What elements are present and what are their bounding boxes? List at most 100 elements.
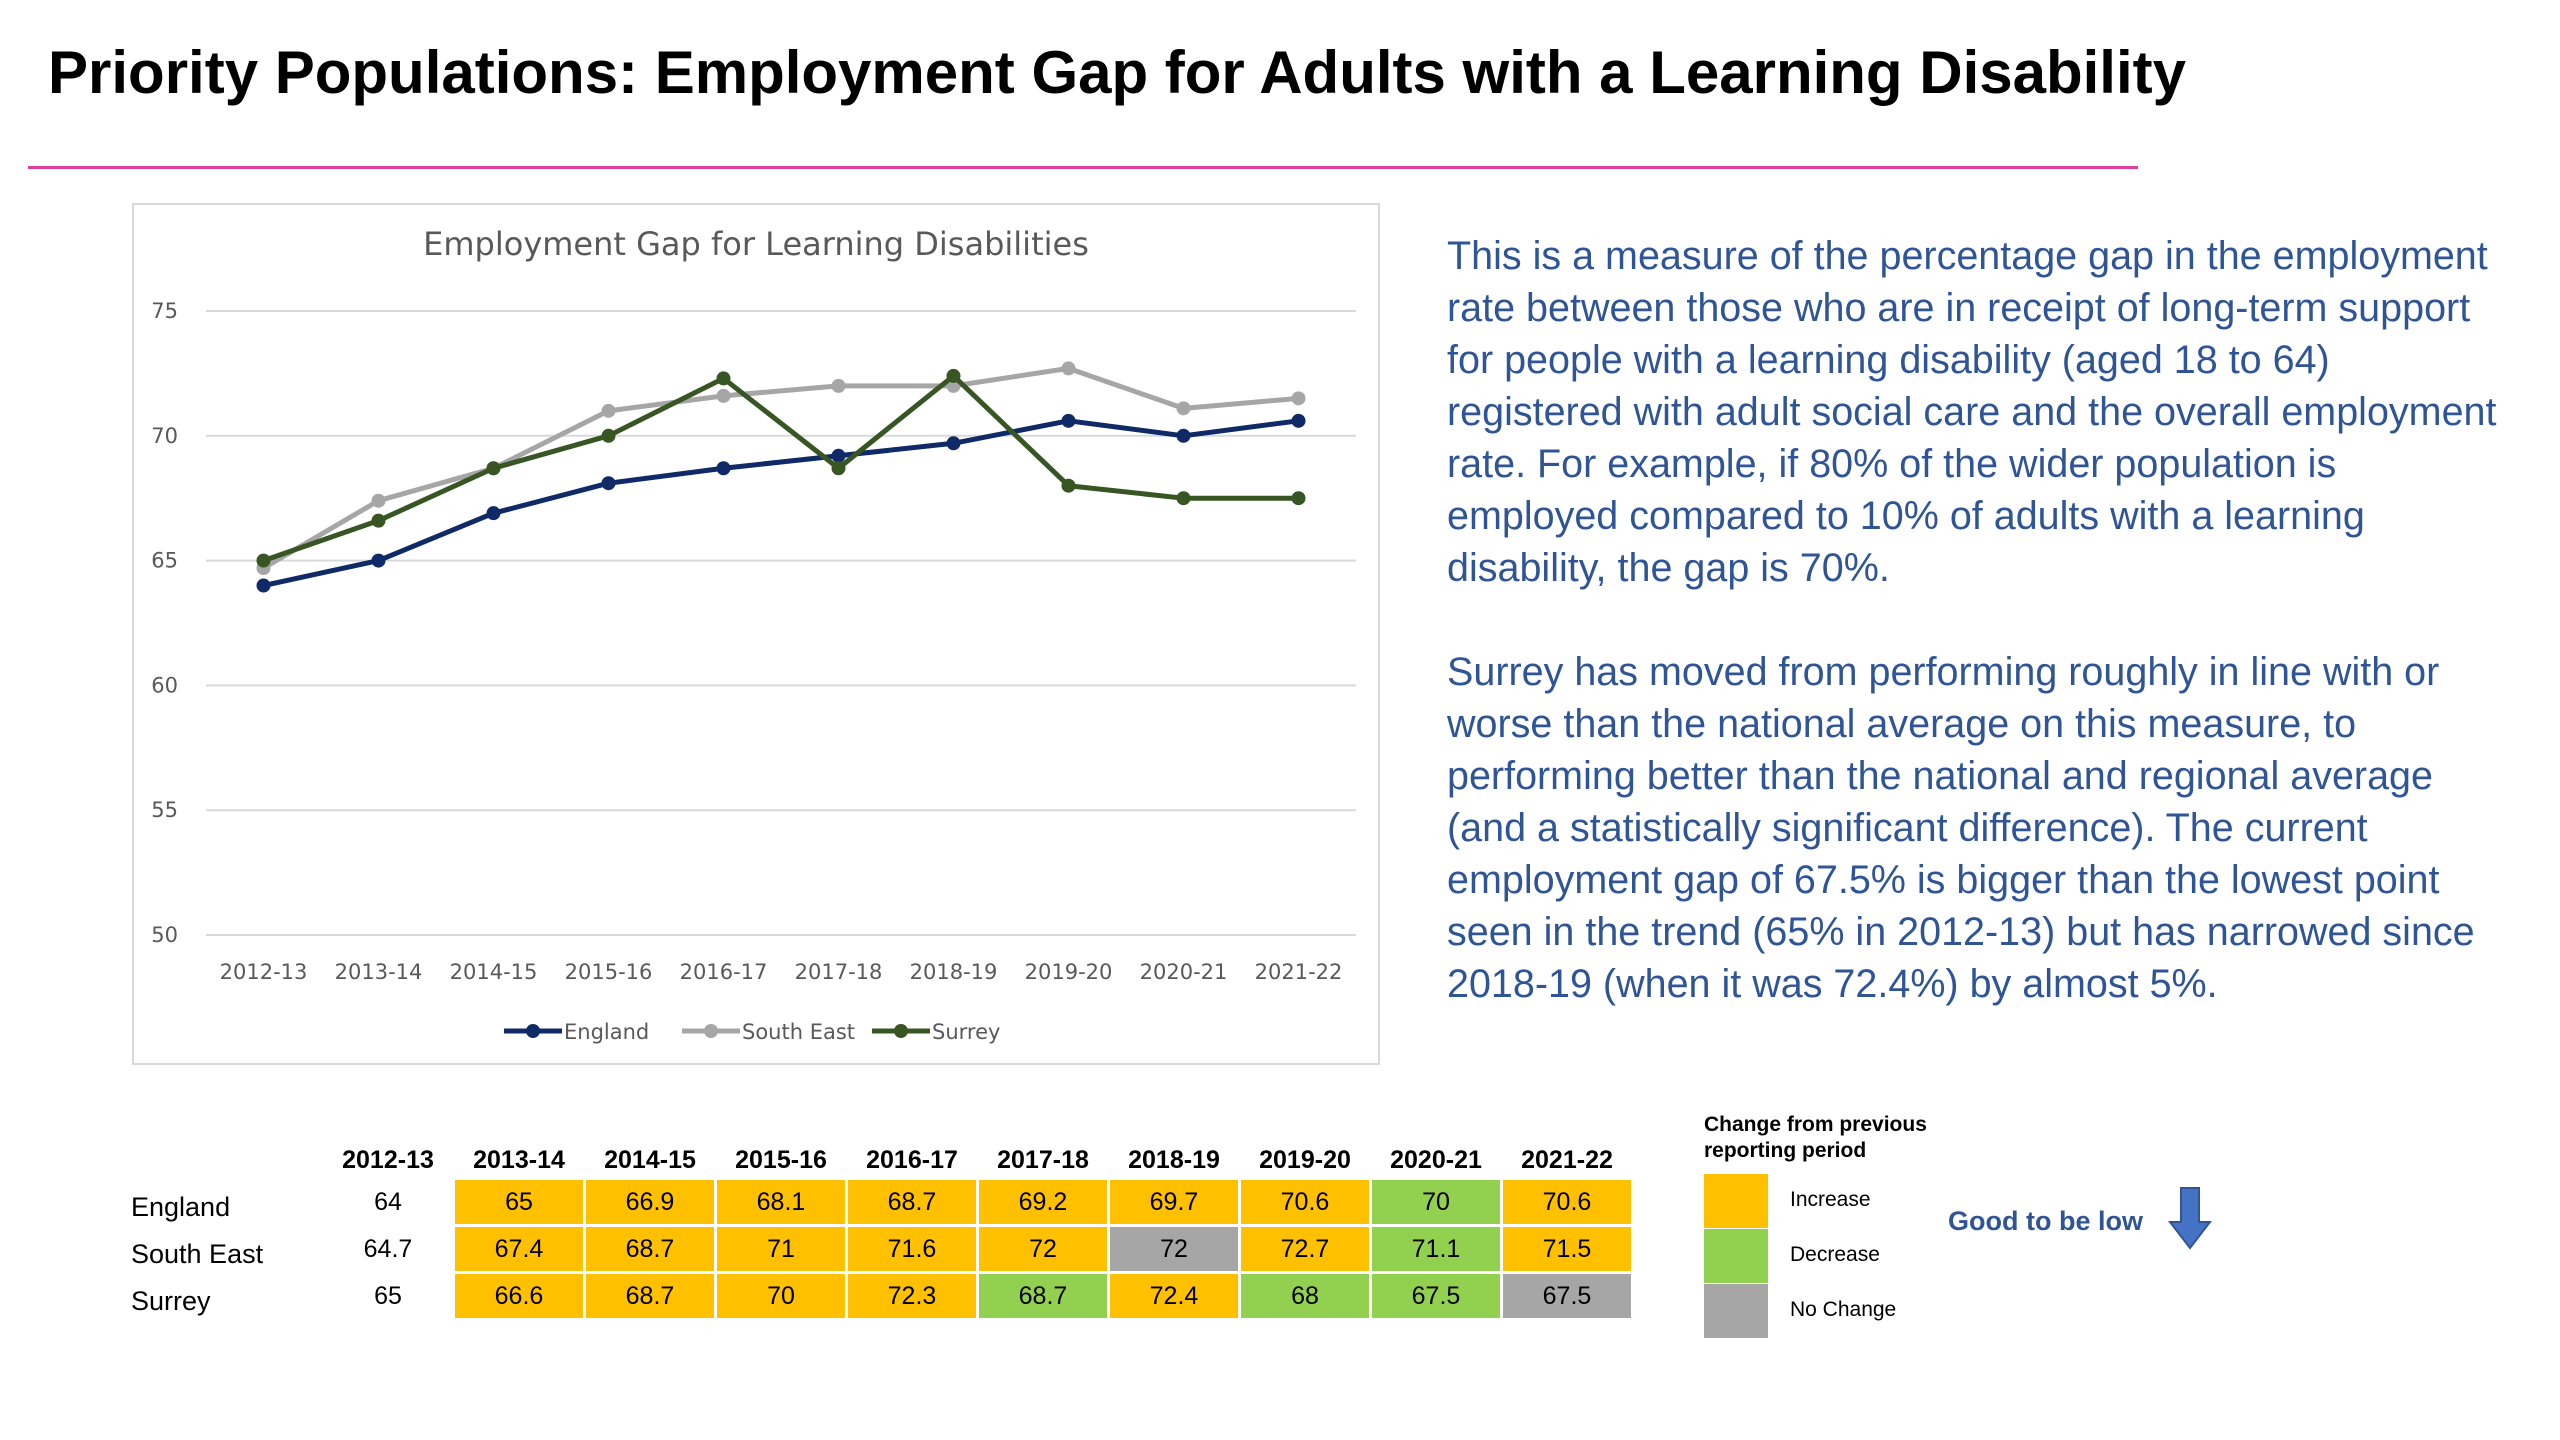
y-tick-label: 50 (151, 923, 178, 947)
table-cell: 66.9 (586, 1180, 714, 1224)
table-cell: 71 (717, 1227, 845, 1271)
y-tick-label: 75 (151, 299, 178, 323)
data-point (601, 403, 616, 418)
table-cell: 67.5 (1503, 1274, 1631, 1318)
table-cell: 68.7 (979, 1274, 1107, 1318)
table-cell: 72.7 (1241, 1227, 1369, 1271)
x-tick-label: 2017-18 (795, 960, 883, 984)
data-point (601, 428, 616, 443)
x-tick-label: 2021-22 (1255, 960, 1343, 984)
column-header: 2013-14 (473, 1145, 565, 1174)
table-cell: 67.5 (1372, 1274, 1500, 1318)
data-point (831, 448, 846, 463)
table-cell: 69.7 (1110, 1180, 1238, 1224)
table-cell: 68.7 (586, 1227, 714, 1271)
table-row: South East 64.7 67.4 68.7 71 71.6 72 72 72.7 71.1… (131, 1227, 1631, 1271)
data-point (946, 436, 961, 451)
legend-marker (704, 1024, 718, 1038)
column-header: 2016-17 (866, 1145, 958, 1174)
x-tick-label: 2015-16 (565, 960, 653, 984)
table-header-row: 2012-13 2013-14 2014-15 2015-16 2016-17 2017-… (131, 1143, 1631, 1177)
chart-title: Employment Gap for Learning Disabilities (423, 225, 1089, 263)
page-title: Priority Populations: Employment Gap for… (48, 39, 2186, 106)
column-header: 2019-20 (1259, 1145, 1351, 1174)
x-tick-label: 2014-15 (450, 960, 538, 984)
table-cell: 70 (717, 1274, 845, 1318)
description-paragraph-1: This is a measure of the percentage gap … (1447, 234, 2497, 590)
x-tick-label: 2016-17 (680, 960, 768, 984)
column-header: 2014-15 (604, 1145, 696, 1174)
table-cell: 69.2 (979, 1180, 1107, 1224)
data-point (1291, 413, 1306, 428)
column-header: 2015-16 (735, 1145, 827, 1174)
table-cell: 66.6 (455, 1274, 583, 1318)
decrease-swatch (1704, 1229, 1768, 1283)
column-header: 2020-21 (1390, 1145, 1482, 1174)
row-label: Surrey (131, 1285, 211, 1316)
good-to-be-low-label: Good to be low (1948, 1206, 2143, 1236)
data-point (716, 388, 731, 403)
change-key-heading: Change from previous reporting period (1704, 1113, 1927, 1162)
table-corner (131, 1143, 321, 1177)
down-arrow-icon (2168, 1187, 2212, 1250)
data-point (1061, 478, 1076, 493)
table-cell: 70.6 (1241, 1180, 1369, 1224)
series-line-surrey (262, 373, 1299, 563)
table-cell: 68 (1241, 1274, 1369, 1318)
change-key: Change from previous reporting period In… (1704, 1112, 1964, 1338)
legend-label: South East (742, 1020, 855, 1044)
legend-marker (894, 1024, 908, 1038)
series-line-england (262, 418, 1299, 589)
y-tick-label: 65 (151, 549, 178, 573)
data-point (831, 378, 846, 393)
row-label: South East (131, 1238, 264, 1269)
column-header: 2018-19 (1128, 1145, 1220, 1174)
chart-svg: Employment Gap for Learning Disabilities… (151, 225, 1356, 1044)
data-point (256, 553, 271, 568)
line-chart: Employment Gap for Learning Disabilities… (132, 203, 1380, 1065)
table-cell: 72.4 (1110, 1274, 1238, 1318)
table-cell: 68.1 (717, 1180, 845, 1224)
title-divider (28, 166, 2138, 169)
table-cell: 67.4 (455, 1227, 583, 1271)
x-tick-label: 2018-19 (910, 960, 998, 984)
column-header: 2012-13 (342, 1145, 434, 1174)
data-table: 2012-13 2013-14 2014-15 2015-16 2016-17 2017-… (128, 1140, 1634, 1321)
data-point (1176, 491, 1191, 506)
table-cell: 65 (455, 1180, 583, 1224)
table-cell: 64.7 (363, 1234, 413, 1263)
data-point (601, 476, 616, 491)
table-cell: 68.7 (848, 1180, 976, 1224)
key-no-change: No Change (1704, 1284, 2024, 1342)
table-cell: 68.7 (586, 1274, 714, 1318)
data-point (716, 371, 731, 386)
row-label: England (131, 1191, 231, 1222)
table-cell: 70.6 (1503, 1180, 1631, 1224)
table-cell: 65 (374, 1281, 402, 1310)
increase-swatch (1704, 1174, 1768, 1228)
table-cell: 72 (1110, 1227, 1238, 1271)
legend-marker (526, 1024, 540, 1038)
data-point (371, 493, 386, 508)
key-increase: Increase (1704, 1174, 2024, 1232)
x-tick-label: 2012-13 (220, 960, 308, 984)
data-point (716, 461, 731, 476)
description-paragraph-2: Surrey has moved from performing roughly… (1447, 650, 2475, 1006)
data-point (371, 553, 386, 568)
x-tick-label: 2013-14 (335, 960, 423, 984)
decrease-label: Decrease (1790, 1243, 1880, 1266)
data-point (946, 368, 961, 383)
no-change-label: No Change (1790, 1298, 1897, 1321)
increase-label: Increase (1790, 1188, 1871, 1211)
y-tick-label: 60 (151, 673, 178, 697)
table-cell: 70 (1372, 1180, 1500, 1224)
y-tick-label: 70 (151, 424, 178, 448)
series-line-south-east (262, 365, 1299, 571)
data-point (1061, 361, 1076, 376)
data-point (1061, 413, 1076, 428)
table-cell: 72 (979, 1227, 1107, 1271)
data-point (1176, 428, 1191, 443)
data-point (486, 506, 501, 521)
table-cell: 71.5 (1503, 1227, 1631, 1271)
key-decrease: Decrease (1704, 1229, 2024, 1287)
